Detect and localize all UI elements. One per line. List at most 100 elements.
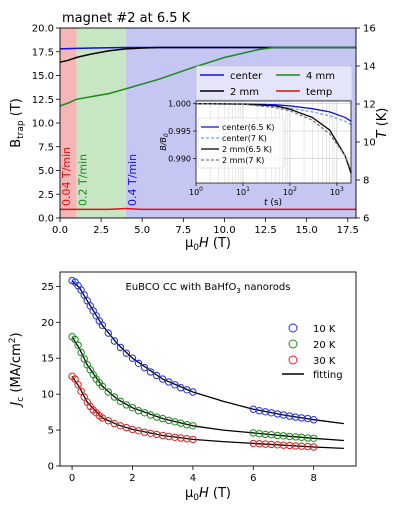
data-point-10K — [122, 349, 131, 357]
data-point-10K — [128, 354, 137, 362]
bottom-chart-title: EuBCO CC with BaHfO3 nanorods — [126, 282, 291, 295]
data-point-30K — [71, 375, 79, 383]
inset-legend-center-7: center(7 K) — [222, 134, 267, 143]
data-point-30K — [74, 381, 82, 389]
top-x-tick-label: 7.5 — [175, 225, 191, 236]
trapped-field-chart: 0.0 2.5 5.0 7.5 10.0 12.5 15.0 17.5 0.0 2.5 5.0 7.… — [9, 11, 390, 253]
inset-y-tick-label: 0.995 — [168, 127, 191, 136]
top-y-tick-label: 2.5 — [38, 190, 54, 201]
bottom-y-tick-label: 20 — [41, 318, 54, 329]
series-4mm — [59, 46, 356, 107]
data-point-10K — [171, 381, 179, 389]
series-2mm — [59, 46, 356, 63]
top-legend-box — [195, 65, 353, 101]
inset-x-tick-label: 102 — [283, 186, 297, 197]
data-point-10K — [159, 375, 167, 383]
band-label-1: 0.2 T/min — [76, 154, 89, 206]
data-point-20K — [77, 348, 85, 357]
data-point-30K — [77, 387, 85, 395]
data-point-20K — [110, 393, 119, 401]
legend-fitting-label: fitting — [313, 370, 343, 381]
data-point-30K — [189, 435, 197, 444]
data-point-20K — [71, 335, 79, 344]
top-y-tick-label: 10.0 — [32, 119, 54, 130]
data-point-20K — [128, 404, 137, 412]
bottom-x-tick-label: 6 — [250, 473, 256, 484]
data-point-20K — [80, 355, 88, 363]
data-point-30K — [98, 414, 107, 422]
top-y-right-tick-label: 10 — [363, 138, 376, 149]
bottom-x-label: μ0H (T) — [185, 486, 231, 503]
series-temp — [60, 207, 356, 211]
top-y-right-tick-label: 8 — [363, 176, 369, 187]
top-y-tick-label: 7.5 — [38, 142, 54, 153]
data-point-10K — [134, 359, 143, 367]
data-point-10K — [189, 388, 197, 396]
top-y-tick-label: 20.0 — [32, 24, 54, 35]
inset-series-3 — [195, 103, 352, 170]
inset-legend: center(6.5 K) center(7 K) 2 mm(6.5 K) 2 … — [197, 117, 285, 169]
legend-10k-marker — [288, 323, 298, 333]
top-x-tick-label: 17.5 — [337, 225, 359, 236]
top-y-tick-label: 17.5 — [32, 47, 54, 58]
bottom-y-label: Jc (MA/cm2) — [8, 332, 26, 408]
data-point-10K — [110, 337, 119, 345]
inset-x-label: t (s) — [264, 198, 282, 208]
bottom-x-tick-label: 0 — [69, 473, 75, 484]
data-point-20K — [104, 388, 113, 396]
top-x-tick-label: 0.0 — [52, 225, 68, 236]
inset-legend-2mm-7: 2 mm(7 K) — [222, 156, 264, 165]
top-y-right-tick-label: 16 — [363, 24, 376, 35]
inset-x-tick-label: 100 — [189, 186, 203, 197]
data-point-30K — [310, 443, 318, 451]
data-point-20K — [122, 401, 131, 409]
data-point-10K — [80, 291, 88, 299]
bottom-y-tick-label: 5 — [48, 426, 54, 437]
data-point-10K — [98, 321, 107, 329]
top-y-label: Btrap (T) — [9, 98, 26, 148]
inset-x-tick-label: 103 — [330, 186, 344, 197]
legend-temp-label: temp — [306, 87, 332, 98]
legend-4mm-label: 4 mm — [306, 71, 335, 82]
fit-line-2 — [71, 375, 344, 450]
data-point-20K — [189, 422, 197, 430]
bottom-plot-frame — [59, 271, 357, 467]
top-y-tick-label: 5.0 — [38, 166, 54, 177]
legend-10k-label: 10 K — [313, 324, 336, 335]
top-y-tick-label: 15.0 — [32, 71, 54, 82]
legend-20k-label: 20 K — [313, 340, 336, 351]
bottom-y-tick-label: 15 — [41, 354, 54, 365]
legend-2mm-label: 2 mm — [230, 87, 259, 98]
top-y-tick-label: 12.5 — [32, 95, 54, 106]
bottom-x-tick-label: 4 — [190, 473, 196, 484]
data-point-30K — [104, 417, 113, 425]
band-label-2: 0.4 T/min — [126, 154, 139, 206]
top-y-right-tick-label: 6 — [363, 214, 369, 225]
bottom-x-tick-label: 8 — [311, 473, 317, 484]
bottom-y-tick-label: 10 — [41, 390, 54, 401]
legend-center-label: center — [230, 71, 263, 82]
inset-y-tick-label: 0.990 — [168, 154, 191, 163]
top-y-tick-label: 0.0 — [38, 214, 54, 225]
top-legend: center 2 mm 4 mm temp — [195, 65, 353, 101]
band-label-0: 0.04 T/min — [60, 147, 73, 206]
top-x-tick-label: 2.5 — [93, 225, 109, 236]
top-x-tick-label: 5.0 — [134, 225, 150, 236]
data-point-10K — [116, 343, 125, 352]
bottom-x-tick-label: 2 — [129, 473, 135, 484]
top-y-right-label: T (K) — [375, 108, 390, 139]
band-0 — [60, 28, 77, 218]
data-point-20K — [74, 341, 82, 349]
top-y-right-tick-label: 14 — [363, 62, 376, 73]
bottom-y-tick-label: 25 — [41, 282, 54, 293]
data-point-10K — [165, 378, 173, 386]
inset-y-tick-label: 1.000 — [168, 100, 191, 109]
inset-legend-center-65: center(6.5 K) — [222, 123, 275, 132]
top-y-right-tick-label: 12 — [363, 100, 376, 111]
top-chart-title: magnet #2 at 6.5 K — [62, 11, 191, 26]
data-point-10K — [146, 368, 155, 376]
inset-x-tick-label: 101 — [236, 186, 250, 197]
inset-legend-box — [197, 117, 285, 169]
data-point-20K — [116, 397, 125, 405]
